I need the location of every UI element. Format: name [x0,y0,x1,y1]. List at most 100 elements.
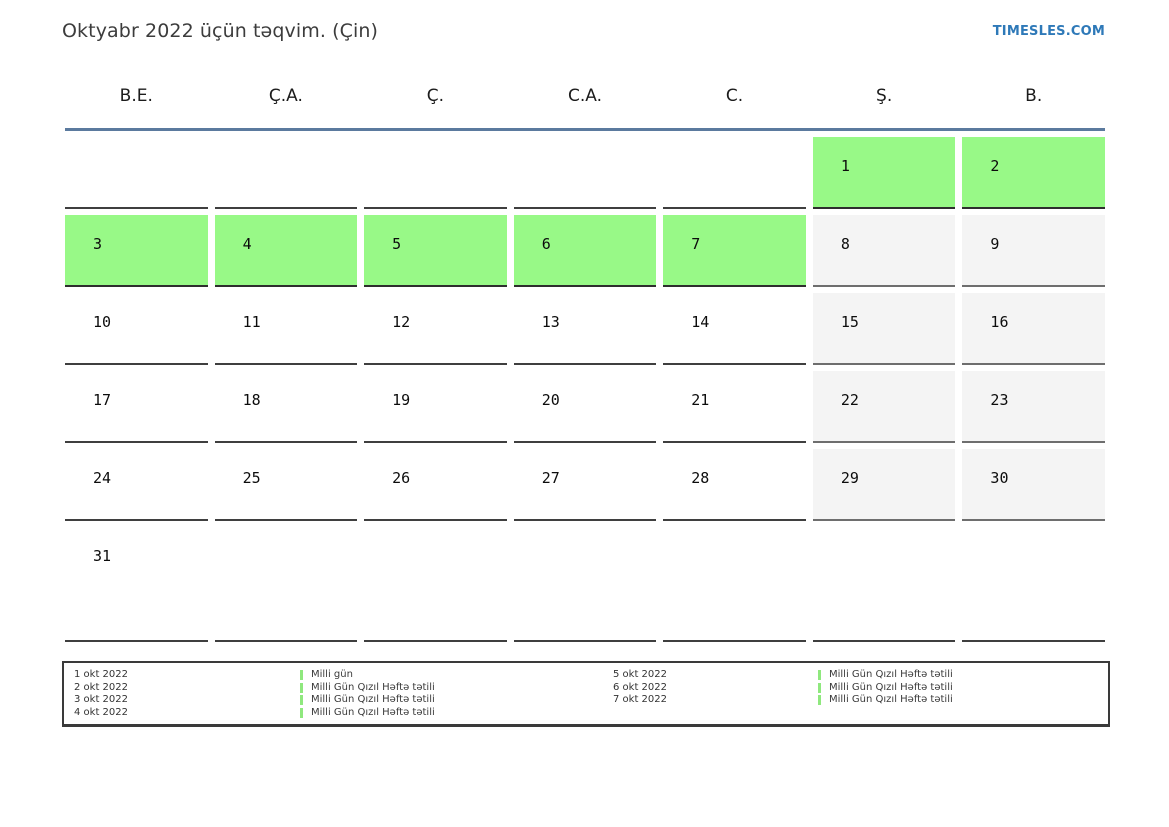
day-number: 10 [93,313,112,331]
weekday-label-5: Ş. [876,86,893,106]
day-number: 5 [392,235,402,253]
legend-date: 1 okt 2022 [74,669,128,680]
day-cell-6: 6 [513,215,657,287]
legend-box: 1 okt 2022 Milli gün 2 okt 2022 Milli Gün Q… [62,661,1110,728]
legend-label: Milli Gün Qızıl Həftə tətili [311,706,435,718]
day-number: 27 [541,469,560,487]
legend-label: Milli Gün Qızıl Həftə tətili [829,694,953,706]
legend-entry: 3 okt 2022 Milli Gün Qızıl Həftə tətili [74,694,586,707]
day-cell-15: 15 [812,293,956,365]
day-cell-5: 5 [364,215,507,287]
legend-label: Milli Gün Qızıl Həftə tətili [829,669,953,680]
day-cell-empty [364,527,507,642]
day-number: 12 [392,313,411,331]
day-number: 29 [840,469,859,487]
day-number: 14 [691,313,710,331]
holiday-mark-icon [300,670,303,681]
day-cell-11: 11 [214,293,358,365]
day-cell-empty [65,137,208,209]
legend-date: 7 okt 2022 [613,694,667,706]
holiday-mark-icon [818,695,821,706]
page-title: Oktyabr 2022 üçün təqvim. (Çin) [62,20,379,42]
legend-entry: 2 okt 2022 Milli Gün Qızıl Həftə tətili [74,682,586,695]
legend-entry: 6 okt 2022 Milli Gün Qızıl Həftə tətili [613,682,1098,695]
day-number: 19 [392,391,411,409]
legend-entry: 5 okt 2022 Milli Gün Qızıl Həftə tətili [613,669,1098,682]
day-cell-9: 9 [962,215,1105,287]
day-number: 3 [93,235,103,253]
day-cell-31: 31 [65,527,208,642]
calendar: B.E. Ç.A. Ç. C.A. C. Ş. B. 1 2 3 4 5 6 7 8 9 10 11 12 13 14… [65,64,1105,642]
day-number: 13 [541,313,560,331]
day-cell-27: 27 [513,449,657,521]
legend-label: Milli Gün Qızıl Həftə tətili [829,681,953,693]
day-cell-28: 28 [663,449,806,521]
legend-label: Milli gün [311,669,353,680]
day-cell-1: 1 [812,137,956,209]
day-cell-13: 13 [513,293,657,365]
legend-date: 6 okt 2022 [613,681,667,693]
weekday-label-2: Ç. [426,86,445,106]
day-cell-empty [513,137,657,209]
holiday-mark-icon [300,708,303,719]
day-cell-empty [812,527,956,642]
header-divider [65,128,1105,131]
day-number: 21 [691,391,710,409]
day-number: 17 [93,391,112,409]
day-number: 23 [990,391,1009,409]
day-cell-14: 14 [663,293,806,365]
day-number: 30 [990,469,1009,487]
day-cell-7: 7 [663,215,806,287]
legend-date: 2 okt 2022 [74,681,128,693]
day-cell-empty [663,527,806,642]
legend-date: 3 okt 2022 [74,694,128,706]
legend-label: Milli Gün Qızıl Həftə tətili [311,681,435,693]
day-cell-29: 29 [812,449,956,521]
day-number: 20 [541,391,560,409]
day-number: 8 [840,235,850,253]
holiday-mark-icon [300,682,303,693]
day-cell-10: 10 [65,293,208,365]
day-cell-26: 26 [364,449,507,521]
day-cell-22: 22 [812,371,956,443]
day-number: 24 [93,469,112,487]
weekday-label-3: C.A. [567,86,602,106]
day-number: 28 [691,469,710,487]
day-cell-empty [663,137,806,209]
legend-entry: 4 okt 2022 Milli Gün Qızıl Həftə tətili [74,707,586,720]
day-cell-4: 4 [214,215,358,287]
day-cell-12: 12 [364,293,507,365]
day-cell-19: 19 [364,371,507,443]
brand-link[interactable]: TIMESLES.COM [992,24,1105,39]
weekday-header-row: B.E. Ç.A. Ç. C.A. C. Ş. B. [65,64,1105,128]
day-number: 18 [242,391,261,409]
day-cell-empty [513,527,657,642]
day-number: 9 [990,235,1000,253]
day-number: 11 [242,313,261,331]
day-number: 1 [840,157,850,175]
day-cell-21: 21 [663,371,806,443]
legend-date: 5 okt 2022 [613,669,667,680]
day-cell-empty [962,527,1105,642]
calendar-grid: 1 2 3 4 5 6 7 8 9 10 11 12 13 14 15 16 17 18 19 20 21 22 23 24 2… [65,137,1105,642]
day-number: 7 [691,235,701,253]
day-number: 31 [93,547,112,565]
holiday-mark-icon [300,695,303,706]
day-cell-8: 8 [812,215,956,287]
day-number: 22 [840,391,859,409]
day-cell-20: 20 [513,371,657,443]
holiday-mark-icon [818,670,821,681]
legend-entry: 7 okt 2022 Milli Gün Qızıl Həftə tətili [613,694,1098,707]
top-bar: Oktyabr 2022 üçün təqvim. (Çin) TIMESLES… [0,0,1169,44]
day-cell-16: 16 [962,293,1105,365]
holiday-mark-icon [818,682,821,693]
day-cell-2: 2 [962,137,1105,209]
day-number: 16 [990,313,1009,331]
day-number: 2 [990,157,1000,175]
day-number: 26 [392,469,411,487]
day-cell-23: 23 [962,371,1105,443]
day-cell-18: 18 [214,371,358,443]
weekday-label-0: B.E. [119,86,153,106]
legend-column-right: 5 okt 2022 Milli Gün Qızıl Həftə tətili 6 … [586,669,1098,719]
